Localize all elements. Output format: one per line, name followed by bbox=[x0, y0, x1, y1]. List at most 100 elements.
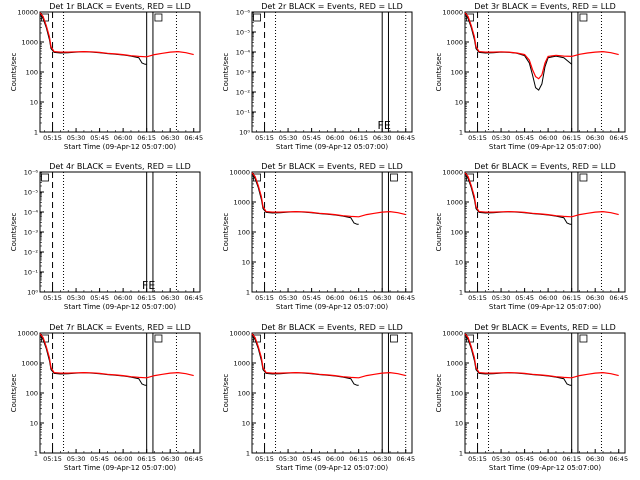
panel-flag-label: FE bbox=[378, 119, 391, 132]
y-tick-label: 10⁻² bbox=[236, 89, 251, 97]
x-tick-label: 05:30 bbox=[492, 294, 511, 302]
y-axis-label: Counts/sec bbox=[435, 53, 443, 92]
x-tick-label: 06:00 bbox=[326, 455, 345, 463]
x-tick-label: 06:30 bbox=[161, 294, 180, 302]
x-tick-label: 06:30 bbox=[586, 134, 605, 142]
x-tick-label: 05:30 bbox=[492, 134, 511, 142]
x-axis-label: Start Time (09-Apr-12 05:07:00) bbox=[489, 464, 601, 472]
marker-box-e bbox=[154, 334, 163, 343]
x-tick-label: 06:15 bbox=[562, 134, 581, 142]
x-tick-label: 06:15 bbox=[137, 294, 156, 302]
y-tick-label: 10⁰ bbox=[27, 289, 38, 297]
marker-box-d bbox=[253, 13, 261, 22]
y-tick-label: 10000 bbox=[229, 169, 250, 177]
y-tick-label: 10⁻⁵ bbox=[24, 189, 39, 197]
x-tick-label: 05:15 bbox=[468, 294, 487, 302]
y-tick-label: 100 bbox=[238, 229, 250, 237]
x-tick-label: 05:30 bbox=[67, 455, 86, 463]
x-axis-label: Start Time (09-Apr-12 05:07:00) bbox=[276, 464, 388, 472]
marker-box-e bbox=[154, 13, 163, 22]
x-axis-label: Start Time (09-Apr-12 05:07:00) bbox=[276, 303, 388, 311]
x-tick-label: 06:00 bbox=[539, 294, 558, 302]
lld-series-line bbox=[39, 333, 194, 379]
panel-8: Det 8r BLACK = Events, RED = LLD 1 10 100 10… bbox=[222, 323, 415, 472]
x-tick-label: 05:15 bbox=[255, 134, 274, 142]
events-series-line bbox=[39, 13, 147, 65]
y-tick-label: 100 bbox=[451, 229, 463, 237]
panel-6: Det 6r BLACK = Events, RED = LLD 1 10 100 10… bbox=[435, 162, 628, 311]
x-tick-label: 06:15 bbox=[137, 134, 156, 142]
x-tick-label: 06:45 bbox=[184, 455, 203, 463]
x-tick-label: 06:45 bbox=[396, 134, 415, 142]
x-tick-label: 05:30 bbox=[67, 294, 86, 302]
x-tick-label: 06:45 bbox=[184, 134, 203, 142]
x-tick-label: 06:30 bbox=[373, 294, 392, 302]
panel-title: Det 9r BLACK = Events, RED = LLD bbox=[474, 323, 616, 332]
x-tick-label: 06:45 bbox=[609, 294, 628, 302]
x-axis-label: Start Time (09-Apr-12 05:07:00) bbox=[64, 143, 176, 151]
x-axis-label: Start Time (09-Apr-12 05:07:00) bbox=[64, 464, 176, 472]
marker-box-e bbox=[390, 334, 398, 343]
y-tick-label: 10⁻⁶ bbox=[24, 169, 39, 177]
x-tick-label: 06:00 bbox=[114, 455, 133, 463]
x-axis-label: Start Time (09-Apr-12 05:07:00) bbox=[489, 303, 601, 311]
x-tick-label: 05:30 bbox=[492, 455, 511, 463]
y-tick-label: 10⁰ bbox=[239, 129, 250, 137]
y-tick-label: 10 bbox=[30, 99, 38, 107]
x-tick-label: 06:30 bbox=[161, 134, 180, 142]
marker-box-e bbox=[390, 173, 398, 182]
y-tick-label: 10 bbox=[455, 259, 463, 267]
y-axis-label: Counts/sec bbox=[222, 374, 230, 413]
y-tick-label: 1 bbox=[246, 289, 250, 297]
x-tick-label: 05:45 bbox=[90, 134, 109, 142]
marker-box-e bbox=[579, 173, 588, 182]
x-tick-label: 06:45 bbox=[396, 455, 415, 463]
y-axis-label: Counts/sec bbox=[10, 374, 18, 413]
y-tick-label: 1 bbox=[459, 450, 463, 458]
y-tick-label: 100 bbox=[238, 390, 250, 398]
x-tick-label: 06:15 bbox=[349, 134, 368, 142]
panel-title: Det 6r BLACK = Events, RED = LLD bbox=[474, 162, 616, 171]
y-axis-label: Counts/sec bbox=[222, 213, 230, 252]
x-tick-label: 06:45 bbox=[609, 134, 628, 142]
y-tick-label: 100 bbox=[26, 390, 38, 398]
panel-title: Det 5r BLACK = Events, RED = LLD bbox=[261, 162, 403, 171]
y-tick-label: 10⁻⁴ bbox=[24, 209, 39, 217]
y-axis-label: Counts/sec bbox=[10, 213, 18, 252]
x-tick-label: 05:15 bbox=[468, 455, 487, 463]
y-tick-label: 1 bbox=[246, 450, 250, 458]
panel-title: Det 1r BLACK = Events, RED = LLD bbox=[49, 2, 191, 11]
marker-box-e bbox=[579, 13, 588, 22]
y-tick-label: 10⁻¹ bbox=[24, 269, 39, 277]
x-axis-label: Start Time (09-Apr-12 05:07:00) bbox=[489, 143, 601, 151]
lld-series-line bbox=[464, 172, 619, 218]
x-tick-label: 05:15 bbox=[43, 134, 62, 142]
y-tick-label: 10000 bbox=[442, 9, 463, 17]
x-tick-label: 05:15 bbox=[255, 294, 274, 302]
y-tick-label: 10⁻⁴ bbox=[236, 49, 251, 57]
y-axis-label: Counts/sec bbox=[435, 374, 443, 413]
y-tick-label: 10000 bbox=[442, 169, 463, 177]
x-tick-label: 06:15 bbox=[137, 455, 156, 463]
x-tick-label: 06:00 bbox=[539, 134, 558, 142]
x-tick-label: 06:00 bbox=[539, 455, 558, 463]
x-tick-label: 05:45 bbox=[515, 134, 534, 142]
panel-1: Det 1r BLACK = Events, RED = LLD 1 10 100 10… bbox=[10, 2, 203, 151]
x-tick-label: 06:45 bbox=[184, 294, 203, 302]
x-axis-label: Start Time (09-Apr-12 05:07:00) bbox=[276, 143, 388, 151]
y-tick-label: 1 bbox=[34, 450, 38, 458]
y-tick-label: 1000 bbox=[446, 360, 463, 368]
y-tick-label: 10000 bbox=[17, 330, 38, 338]
y-tick-label: 1000 bbox=[21, 39, 38, 47]
x-tick-label: 05:45 bbox=[302, 294, 321, 302]
y-tick-label: 10000 bbox=[17, 9, 38, 17]
x-tick-label: 06:30 bbox=[161, 455, 180, 463]
x-tick-label: 06:15 bbox=[562, 455, 581, 463]
x-tick-label: 06:30 bbox=[586, 294, 605, 302]
y-axis-label: Counts/sec bbox=[435, 213, 443, 252]
x-tick-label: 05:15 bbox=[43, 294, 62, 302]
y-tick-label: 1 bbox=[34, 129, 38, 137]
x-tick-label: 05:45 bbox=[302, 134, 321, 142]
y-tick-label: 10 bbox=[455, 99, 463, 107]
